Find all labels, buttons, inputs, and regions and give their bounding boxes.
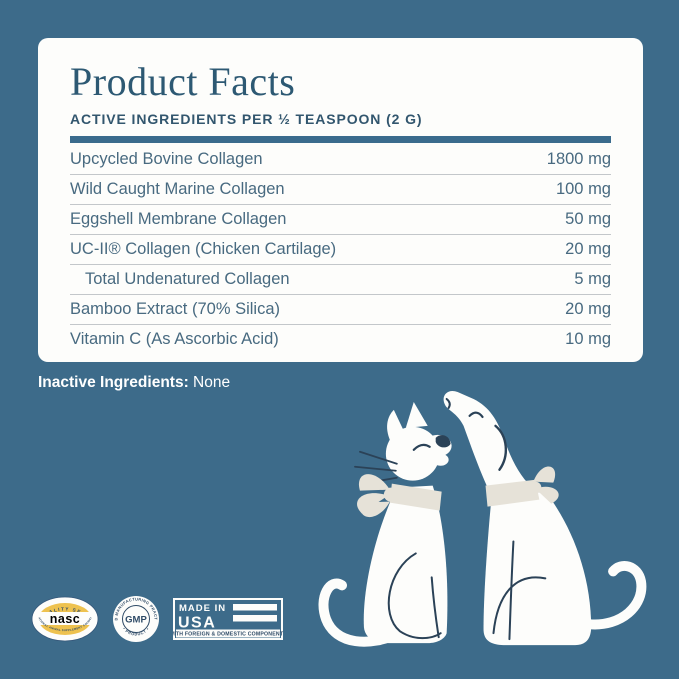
ingredient-table: Upcycled Bovine Collagen 1800 mg Wild Ca… (70, 145, 611, 354)
dog-front-leg-line (508, 540, 515, 641)
dog-bow-loop-bottom (535, 486, 559, 504)
panel-title: Product Facts (70, 59, 296, 104)
ingredient-name: UC-II® Collagen (Chicken Cartilage) (70, 240, 337, 258)
dog-closed-eye (468, 411, 484, 419)
table-row: Bamboo Extract (70% Silica) 20 mg (70, 295, 611, 325)
gmp-inner-circle (122, 605, 150, 633)
dog-head-neck (443, 390, 532, 504)
cat-bow-loop-bottom (360, 501, 390, 518)
dog-tail (584, 560, 647, 630)
cat-bow-loop-top (358, 474, 390, 491)
cat-chin (432, 453, 449, 466)
ingredient-name: Eggshell Membrane Collagen (70, 210, 287, 228)
usa-flag-stripe-top (233, 604, 277, 611)
dog-neck-ribbon (485, 479, 540, 507)
header-divider-bar (70, 136, 611, 143)
ingredient-amount: 20 mg (565, 300, 611, 318)
gmp-center-text: GMP (125, 615, 147, 626)
table-row: Eggshell Membrane Collagen 50 mg (70, 205, 611, 235)
usa-bottom-band (176, 629, 280, 638)
dog-nose-line (445, 397, 451, 409)
cat-neck-ribbon (389, 483, 442, 511)
inactive-ingredients-value: None (188, 374, 231, 391)
dog-ear-line (494, 424, 507, 471)
dog-body (483, 491, 592, 646)
product-facts-panel: Product Facts ACTIVE INGREDIENTS PER ½ T… (38, 38, 643, 362)
dog-figure (443, 390, 647, 646)
table-row: UC-II® Collagen (Chicken Cartilage) 20 m… (70, 235, 611, 265)
nasc-quality-seal: QUALITY SEAL nasc NATIONAL ANIMAL SUPPLE… (31, 596, 99, 642)
ingredient-amount: 10 mg (565, 330, 611, 348)
table-row-sub-ingredient: Total Undenatured Collagen 5 mg (70, 265, 611, 295)
cat-bow-knot (383, 487, 398, 502)
ingredient-amount: 50 mg (565, 210, 611, 228)
ingredient-amount: 5 mg (574, 270, 611, 288)
inactive-ingredients-line: Inactive Ingredients: None (38, 374, 230, 392)
usa-border (173, 598, 283, 640)
table-row: Vitamin C (As Ascorbic Acid) 10 mg (70, 325, 611, 354)
cat-figure (318, 401, 452, 647)
cat-open-mouth (435, 435, 451, 448)
dog-haunch-line (492, 576, 547, 635)
cat-haunch-line (387, 552, 442, 640)
ingredient-name: Wild Caught Marine Collagen (70, 180, 285, 198)
dog-bow-knot (529, 481, 542, 494)
serving-size-subtitle: ACTIVE INGREDIENTS PER ½ TEASPOON (2 G) (70, 111, 423, 127)
ingredient-name: Upcycled Bovine Collagen (70, 150, 263, 168)
table-row: Upcycled Bovine Collagen 1800 mg (70, 145, 611, 175)
cat-body (363, 485, 448, 644)
dog-bow-loop-top (533, 466, 556, 483)
cat-closed-eye (412, 443, 431, 451)
cat-ear-right (405, 401, 428, 428)
usa-text: USA (178, 615, 216, 632)
ingredient-amount: 1800 mg (546, 150, 611, 168)
usa-components-text: WITH FOREIGN & DOMESTIC COMPONENTS (173, 632, 283, 638)
usa-made-in-text: MADE IN (179, 603, 226, 614)
ingredient-name: Vitamin C (As Ascorbic Acid) (70, 330, 279, 348)
inactive-ingredients-label: Inactive Ingredients: (38, 374, 189, 391)
ingredient-amount: 100 mg (555, 180, 611, 198)
cat-and-dog-illustration (300, 390, 679, 679)
ingredient-name: Bamboo Extract (70% Silica) (70, 300, 280, 318)
nasc-name-band (37, 612, 93, 625)
gmp-seal: GOOD MANUFACTURING PRACTICES • PRODUCT •… (112, 595, 159, 642)
certification-badges: QUALITY SEAL nasc NATIONAL ANIMAL SUPPLE… (31, 595, 283, 643)
cat-front-leg-line (430, 576, 440, 639)
nasc-name-text: nasc (50, 612, 81, 626)
ingredient-name: Total Undenatured Collagen (85, 270, 290, 288)
made-in-usa-badge: MADE IN USA WITH FOREIGN & DOMESTIC COMP… (173, 598, 283, 640)
usa-flag-stripe-bottom (233, 615, 277, 622)
ingredient-amount: 20 mg (565, 240, 611, 258)
table-row: Wild Caught Marine Collagen 100 mg (70, 175, 611, 205)
